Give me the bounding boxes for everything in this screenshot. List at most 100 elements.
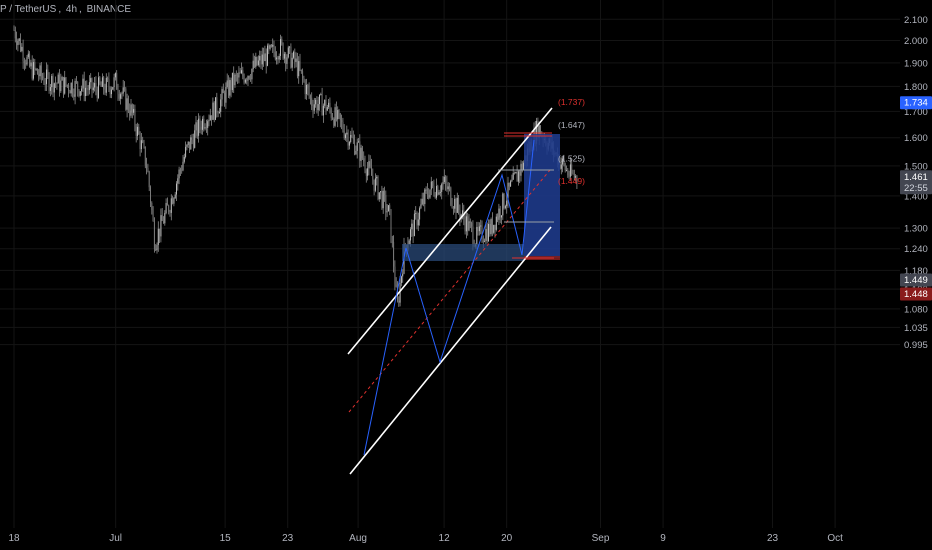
candle	[196, 119, 198, 139]
price-tag: 1.734	[900, 96, 932, 110]
candle	[367, 161, 369, 181]
candle	[33, 58, 34, 81]
price-tick-label: 1.600	[904, 133, 928, 144]
candle	[39, 62, 41, 80]
candle	[520, 160, 522, 182]
price-tick-label: 1.400	[904, 191, 928, 202]
candle	[233, 66, 235, 94]
candle	[412, 219, 414, 244]
candle	[446, 175, 448, 192]
candle	[73, 88, 75, 101]
candle	[160, 208, 162, 243]
candle	[283, 51, 285, 64]
candle	[478, 222, 480, 236]
candle	[363, 151, 365, 167]
price-tick-label: 1.700	[904, 107, 928, 118]
candle	[469, 218, 471, 228]
candle	[57, 72, 59, 84]
candle	[104, 83, 106, 96]
candle	[566, 165, 567, 172]
candle	[204, 123, 206, 131]
candle	[359, 134, 361, 168]
exchange: BINANCE	[86, 4, 132, 15]
candle	[507, 176, 509, 208]
candle	[351, 127, 353, 138]
time-tick-label: 23	[282, 533, 294, 544]
candles	[13, 25, 578, 307]
candle	[459, 204, 461, 227]
candle	[523, 160, 525, 171]
candle	[449, 182, 450, 192]
candle	[471, 221, 473, 233]
candle	[346, 125, 348, 143]
candle	[177, 174, 179, 191]
candle	[83, 71, 85, 102]
candle	[328, 98, 330, 110]
price-tag-label: 1.448	[904, 289, 928, 300]
candle	[205, 119, 207, 133]
candle	[14, 26, 16, 43]
candle	[254, 55, 255, 69]
candle	[338, 109, 340, 119]
candle	[562, 156, 564, 173]
candle	[464, 212, 466, 235]
price-tick-label: 1.800	[904, 82, 928, 93]
candle	[120, 92, 122, 105]
candle	[287, 45, 289, 59]
candle	[572, 169, 574, 175]
candle	[307, 83, 309, 96]
time-tick-label: 20	[501, 533, 513, 544]
candle	[400, 275, 402, 287]
candle	[447, 182, 449, 195]
candle	[165, 198, 167, 215]
candle	[432, 180, 434, 189]
price-tag-label: 1.461	[904, 172, 928, 183]
time-tick-label: 12	[439, 533, 451, 544]
candle	[124, 81, 125, 92]
candle	[385, 190, 387, 221]
candle	[434, 191, 436, 199]
candle	[438, 189, 440, 196]
symbol-name[interactable]: P / TetherUS	[0, 4, 57, 15]
candle	[224, 90, 226, 107]
level-annotation: (1.647)	[558, 120, 585, 130]
candle	[55, 76, 57, 88]
candle	[77, 81, 79, 97]
candle	[333, 117, 335, 128]
candle	[299, 53, 301, 72]
channel-upper-line	[347, 107, 553, 355]
candle	[173, 196, 175, 207]
candle	[560, 157, 562, 175]
candle	[465, 212, 467, 239]
time-tick-label: 18	[8, 533, 20, 544]
candle	[568, 170, 570, 180]
interval[interactable]: 4h	[65, 4, 78, 15]
candle	[416, 211, 418, 230]
candle	[22, 39, 24, 69]
time-tick-label: 9	[660, 533, 666, 544]
candle	[324, 99, 326, 109]
candle	[98, 72, 99, 100]
candle	[467, 212, 469, 236]
time-tick-label: Sep	[592, 533, 610, 544]
candle	[439, 185, 441, 197]
candle	[411, 219, 413, 237]
candle	[576, 175, 578, 189]
candle	[317, 96, 319, 117]
candle	[265, 48, 267, 74]
candle	[348, 140, 350, 150]
candle	[153, 217, 155, 253]
candle	[44, 77, 46, 91]
candle	[135, 123, 137, 143]
candle	[337, 106, 339, 128]
candle	[235, 70, 237, 82]
candle	[394, 260, 396, 291]
time-axis[interactable]: 18Jul1523Aug1220Sep923Oct14	[8, 533, 932, 544]
candle	[88, 75, 90, 95]
candle	[220, 93, 222, 118]
candle	[111, 86, 112, 99]
candle	[68, 82, 70, 98]
